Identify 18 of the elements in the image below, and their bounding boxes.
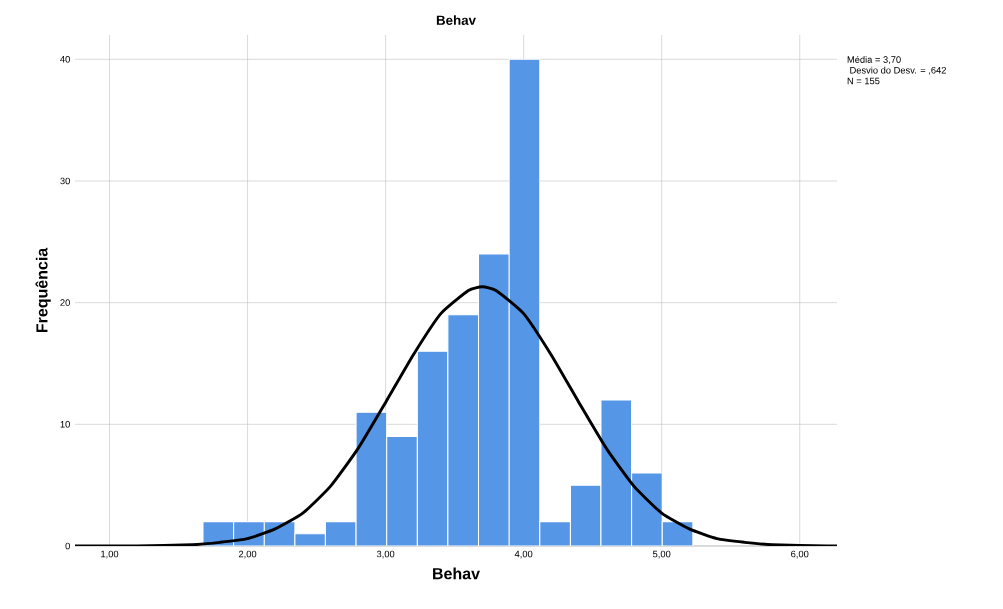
x-tick-label: 3,00 bbox=[376, 550, 395, 559]
text: N = 155 bbox=[847, 77, 880, 85]
y-tick-label: 30 bbox=[60, 177, 70, 185]
text: Desvio do Desv. = ,642 bbox=[850, 66, 946, 75]
y-axis-title: Frequência bbox=[35, 247, 51, 333]
y-tick-label: 10 bbox=[60, 421, 70, 428]
chart-title: Behav bbox=[436, 15, 476, 25]
x-tick-label: 5,00 bbox=[652, 550, 671, 559]
x-axis-title: Behav bbox=[433, 567, 480, 580]
x-tick-label: 4,00 bbox=[514, 550, 533, 559]
x-tick-label: 1,00 bbox=[101, 550, 119, 559]
x-tick-label: 6,00 bbox=[791, 550, 809, 559]
y-tick-label: 0 bbox=[65, 542, 70, 550]
x-tick-label: 2,00 bbox=[238, 550, 257, 559]
y-tick-label: 40 bbox=[60, 56, 70, 63]
text: Média = 3,70 bbox=[847, 55, 901, 64]
line-series bbox=[75, 285, 837, 546]
y-tick-label: 20 bbox=[60, 299, 70, 306]
